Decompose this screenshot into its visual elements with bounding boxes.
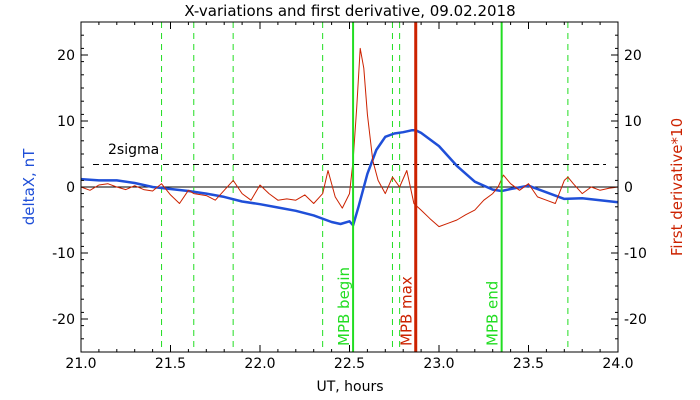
annotation-layer (81, 22, 618, 352)
y-tick-label-right: -10 (624, 246, 647, 262)
marker-layer: MPB begin MPB max MPB end (335, 22, 503, 352)
y-tick-label-right: 20 (624, 48, 642, 64)
y-tick-label-right: 0 (624, 180, 633, 196)
chart-title: X-variations and first derivative, 09.02… (184, 2, 515, 20)
y-tick-label-left: 20 (57, 48, 75, 64)
axis-layer: 21.0 21.5 22.0 22.5 23.0 23.5 24.0 -20 -20 -10 -10… (52, 21, 647, 372)
y-tick-label-right: 10 (624, 114, 642, 130)
mpb-marker-label-2: MPB end (484, 281, 502, 346)
x-axis-label: UT, hours (316, 379, 383, 395)
derivative-series-line (80, 47, 619, 228)
series-layer (80, 47, 619, 228)
y-axis-label-left: deltaX, nT (20, 148, 38, 225)
y-axis-label-right: First derivative*10 (668, 118, 686, 256)
x-tick-label: 23.0 (423, 356, 454, 372)
y-tick-label-left: 0 (66, 180, 75, 196)
x-tick-label: 24.0 (602, 356, 633, 372)
mpb-marker-label-1: MPB max (398, 276, 416, 346)
deltax-series-line (80, 128, 619, 227)
y-tick-label-left: -10 (52, 246, 75, 262)
x-tick-label: 21.5 (155, 356, 186, 372)
x-tick-label: 23.5 (513, 356, 544, 372)
y-tick-label-left: -20 (52, 312, 75, 328)
x-tick-label: 21.0 (65, 356, 96, 372)
x-tick-label: 22.0 (244, 356, 275, 372)
y-tick-label-left: 10 (57, 114, 75, 130)
y-tick-label-right: -20 (624, 312, 647, 328)
sigma-label: 2sigma (108, 142, 159, 158)
mpb-marker-label-0: MPB begin (335, 267, 353, 346)
x-tick-label: 22.5 (334, 356, 365, 372)
